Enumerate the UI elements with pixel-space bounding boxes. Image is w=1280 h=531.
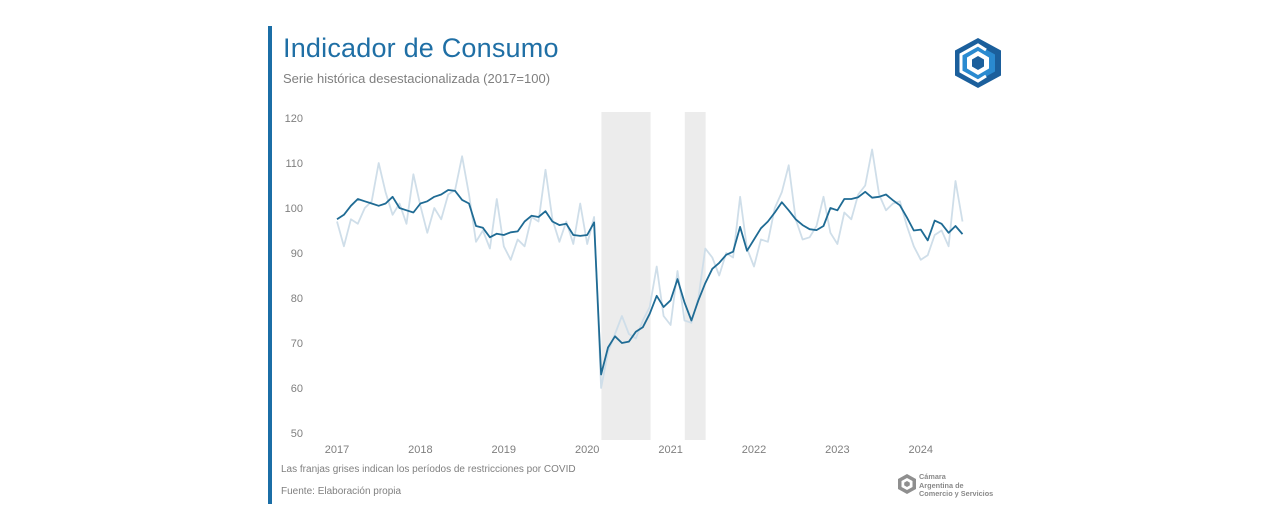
x-tick-label: 2017 <box>325 444 349 456</box>
accent-bar <box>268 26 272 504</box>
x-tick-label: 2020 <box>575 444 599 456</box>
x-tick-label: 2018 <box>408 444 432 456</box>
series-line-original <box>336 148 964 389</box>
y-tick-label: 120 <box>285 113 303 125</box>
covid-shade-band-2 <box>684 112 706 440</box>
series-line-seasonally-adjusted <box>336 189 964 376</box>
organization-logo: Cámara Argentina de Comercio y Servicios <box>897 472 1017 502</box>
y-tick-label: 50 <box>291 428 303 440</box>
y-tick-label: 90 <box>291 248 303 260</box>
org-name-line-2: Argentina de <box>919 480 964 490</box>
x-tick-label: 2023 <box>825 444 849 456</box>
org-name-line-3: Comercio y Servicios <box>919 489 994 498</box>
cac-hexagon-logo-icon <box>955 38 1001 88</box>
x-tick-label: 2024 <box>909 444 933 456</box>
y-tick-label: 80 <box>291 293 303 305</box>
x-tick-label: 2021 <box>658 444 682 456</box>
footnote-covid: Las franjas grises indican los períodos … <box>281 464 576 475</box>
covid-shade-band-1 <box>601 112 651 440</box>
page-title: Indicador de Consumo <box>283 33 559 63</box>
y-tick-label: 60 <box>291 383 303 395</box>
y-tick-label: 100 <box>285 203 303 215</box>
source-note: Fuente: Elaboración propia <box>281 486 402 497</box>
y-tick-label: 110 <box>285 158 303 170</box>
y-tick-label: 70 <box>291 338 303 350</box>
x-tick-label: 2022 <box>742 444 766 456</box>
org-name-line-1: Cámara <box>919 472 946 481</box>
page-subtitle: Serie histórica desestacionalizada (2017… <box>283 71 551 86</box>
cac-small-logo-icon <box>898 474 916 494</box>
x-tick-label: 2019 <box>492 444 516 456</box>
